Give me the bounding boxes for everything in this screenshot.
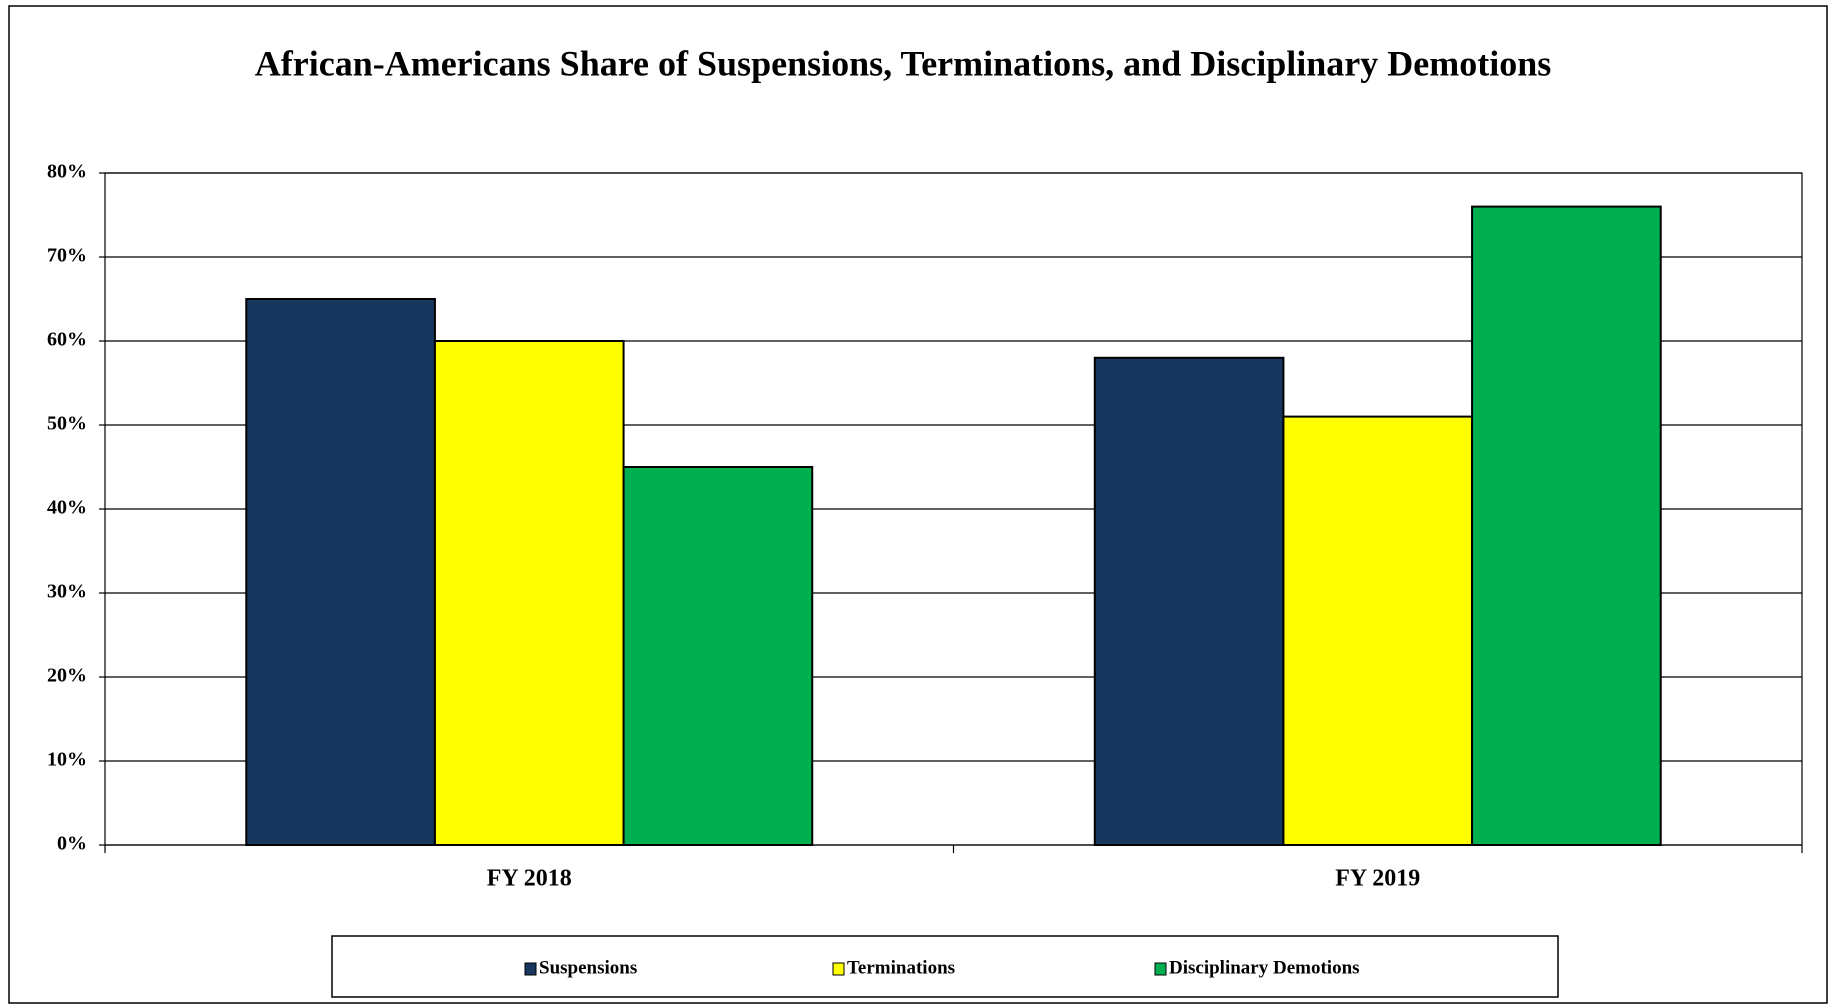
x-tick-label: FY 2018 — [487, 866, 572, 892]
bar — [433, 340, 625, 846]
y-tick-label: 70% — [47, 245, 87, 267]
legend-label: Suspensions — [539, 957, 637, 978]
y-tick-label: 80% — [47, 161, 87, 183]
legend-label: Terminations — [847, 957, 955, 978]
bar — [245, 298, 436, 846]
y-tick-label: 40% — [47, 497, 87, 519]
bar — [1093, 356, 1285, 846]
x-tick-label: FY 2019 — [1335, 866, 1420, 892]
y-tick-label: 0% — [57, 833, 87, 855]
y-tick-label: 20% — [47, 665, 87, 687]
bar — [1282, 415, 1474, 846]
legend-label: Disciplinary Demotions — [1169, 957, 1360, 978]
legend-swatch — [524, 962, 537, 976]
y-tick-label: 10% — [47, 749, 87, 771]
y-tick-label: 50% — [47, 413, 87, 435]
bar — [1471, 205, 1662, 847]
legend-swatch — [832, 962, 845, 976]
y-tick-label: 30% — [47, 581, 87, 603]
chart-title: African-Americans Share of Suspensions, … — [255, 43, 1551, 83]
bar — [622, 466, 814, 846]
legend-swatch — [1154, 962, 1167, 976]
y-tick-label: 60% — [47, 329, 87, 351]
